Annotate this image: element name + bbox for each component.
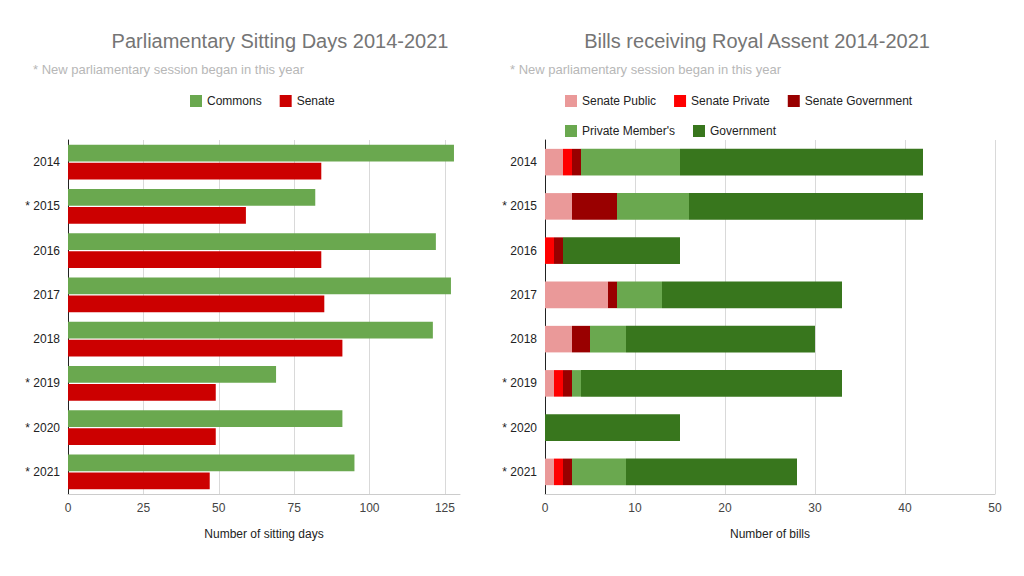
- svg-text:2018: 2018: [33, 332, 60, 346]
- svg-text:50: 50: [988, 501, 1002, 515]
- svg-text:* New parliamentary session be: * New parliamentary session began in thi…: [510, 62, 782, 77]
- svg-text:75: 75: [287, 501, 301, 515]
- svg-text:2014: 2014: [510, 155, 537, 169]
- svg-text:0: 0: [65, 501, 72, 515]
- svg-text:Bills receiving Royal Assent 2: Bills receiving Royal Assent 2014-2021: [584, 30, 930, 52]
- svg-text:* 2020: * 2020: [502, 421, 537, 435]
- svg-text:Senate Government: Senate Government: [805, 94, 913, 108]
- svg-text:20: 20: [718, 501, 732, 515]
- svg-text:2016: 2016: [33, 244, 60, 258]
- svg-text:* 2015: * 2015: [502, 199, 537, 213]
- svg-text:0: 0: [542, 501, 549, 515]
- svg-text:10: 10: [628, 501, 642, 515]
- svg-text:* 2021: * 2021: [25, 465, 60, 479]
- svg-text:Number of sitting days: Number of sitting days: [204, 527, 323, 541]
- svg-text:Private Member's: Private Member's: [582, 124, 675, 138]
- svg-text:* 2019: * 2019: [502, 376, 537, 390]
- svg-text:Senate Public: Senate Public: [582, 94, 656, 108]
- svg-text:125: 125: [435, 501, 455, 515]
- svg-text:Government: Government: [710, 124, 777, 138]
- svg-text:2016: 2016: [510, 244, 537, 258]
- svg-text:* 2021: * 2021: [502, 465, 537, 479]
- svg-text:* 2015: * 2015: [25, 199, 60, 213]
- svg-text:Senate Private: Senate Private: [691, 94, 770, 108]
- svg-text:Number of bills: Number of bills: [730, 527, 810, 541]
- svg-text:30: 30: [808, 501, 822, 515]
- svg-text:50: 50: [212, 501, 226, 515]
- svg-text:40: 40: [898, 501, 912, 515]
- svg-text:25: 25: [137, 501, 151, 515]
- svg-text:* New parliamentary session be: * New parliamentary session began in thi…: [33, 62, 305, 77]
- svg-text:2017: 2017: [33, 288, 60, 302]
- svg-text:2018: 2018: [510, 332, 537, 346]
- svg-text:2014: 2014: [33, 155, 60, 169]
- svg-text:100: 100: [360, 501, 380, 515]
- svg-text:* 2019: * 2019: [25, 376, 60, 390]
- svg-text:Senate: Senate: [297, 94, 335, 108]
- svg-text:Parliamentary Sitting Days 201: Parliamentary Sitting Days 2014-2021: [112, 30, 449, 52]
- svg-text:* 2020: * 2020: [25, 421, 60, 435]
- svg-text:2017: 2017: [510, 288, 537, 302]
- svg-text:Commons: Commons: [207, 94, 262, 108]
